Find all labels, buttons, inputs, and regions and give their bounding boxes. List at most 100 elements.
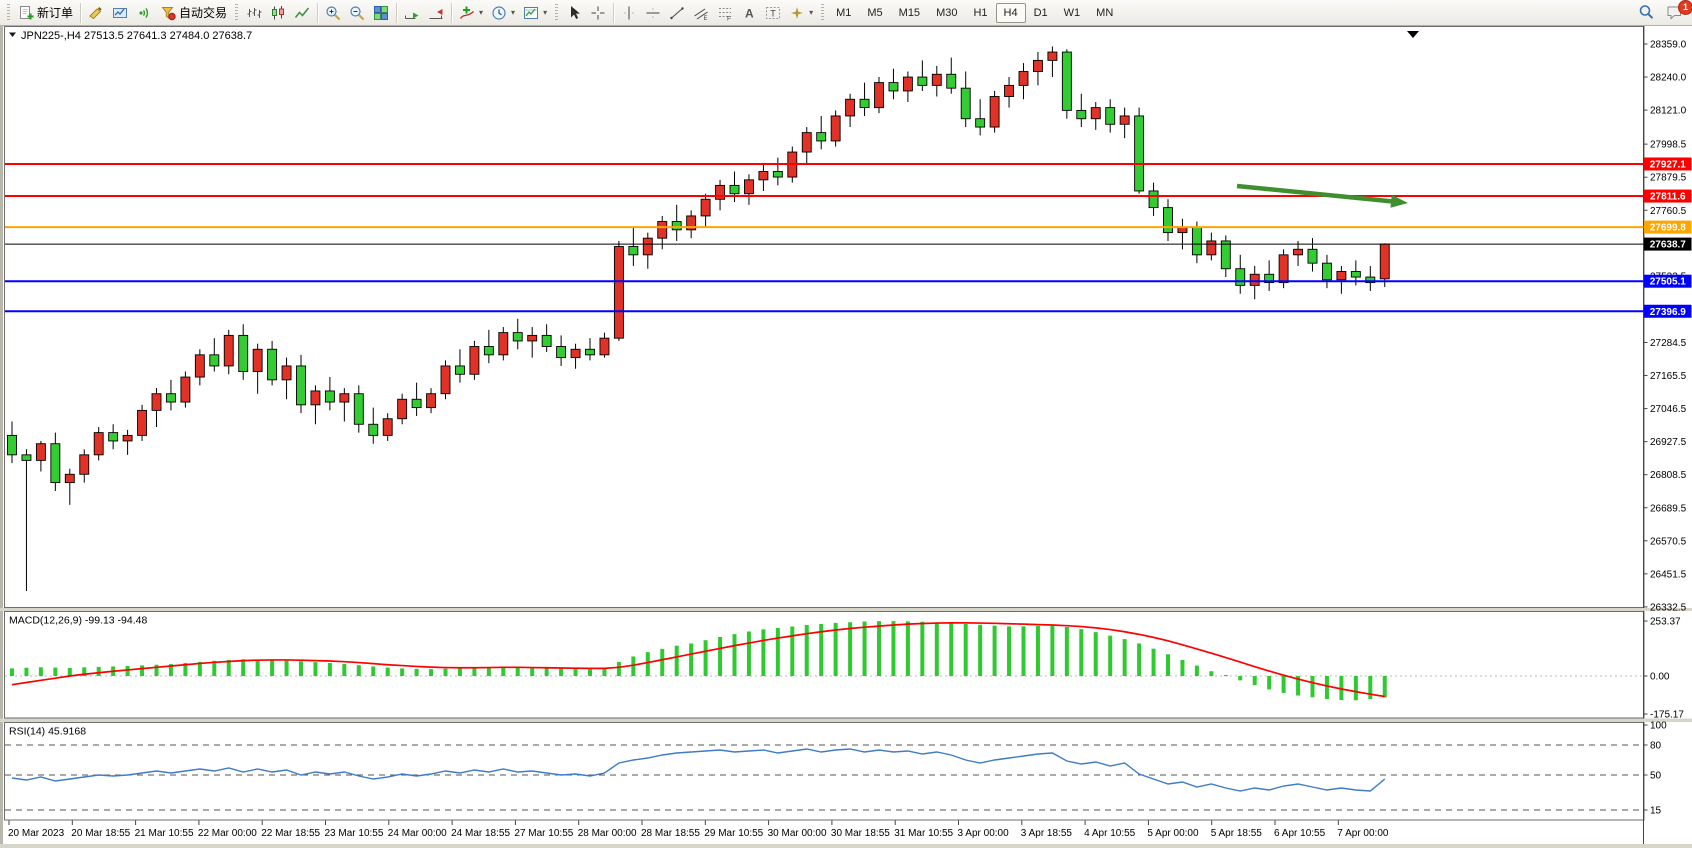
candle [165,379,176,411]
arrows-button[interactable]: ▾ [785,2,817,24]
zoom-out-button[interactable] [345,2,369,24]
candle [1148,182,1159,216]
candle-body [1206,240,1217,256]
auto-scroll-button[interactable] [400,2,424,24]
time-tick-label: 23 Mar 10:55 [325,828,384,839]
chat-button[interactable]: 1 [1659,0,1692,25]
candle-body [1336,271,1347,281]
fibonacci-button[interactable]: F [713,2,737,24]
time-tick-label: 27 Mar 10:55 [514,828,573,839]
text-icon: A [745,6,754,20]
price-tick-label: 26808.5 [1650,470,1687,481]
text-label-button[interactable]: T [761,2,785,24]
timeframe-m30[interactable]: M30 [928,3,965,23]
tile-windows-button[interactable] [369,2,393,24]
zoom-in-icon [326,5,341,20]
time-tick-label: 21 Mar 10:55 [135,828,194,839]
toolbar-grip[interactable] [821,3,825,22]
signals-button[interactable] [132,2,156,24]
chart-area[interactable]: 28359.0 28240.0 28121.0 27998.5 27879.5 27760… [0,26,1692,848]
candle [1235,254,1246,294]
trend-arrow-head[interactable] [1390,194,1408,208]
time-tick-label: 22 Mar 18:55 [261,828,320,839]
candle-body [1134,115,1145,192]
pane-splitter[interactable] [0,608,1692,611]
terminal-button[interactable] [108,2,132,24]
new-order-label: 新订单 [37,6,74,20]
autotrading-label: 自动交易 [179,6,228,20]
timeframe-h1[interactable]: H1 [965,3,995,23]
toolbar-grip[interactable] [555,3,559,22]
price-level-badge [1644,189,1692,203]
candle-body [859,98,870,109]
equidistant-channel-icon: E [694,8,708,21]
templates-icon [524,6,539,19]
bar-chart-button[interactable] [242,2,266,24]
crosshair-button[interactable] [586,2,610,24]
candle-body [455,365,465,375]
candle-body [1090,107,1101,120]
chart-title-expander[interactable] [9,32,16,38]
time-tick-label: 28 Mar 18:55 [641,828,700,839]
price-level-badge [1644,157,1692,171]
candle-body [1047,51,1058,61]
indicators-button[interactable]: ▾ [455,2,487,24]
candle-body [137,409,148,436]
cursor-icon [571,5,581,19]
price-level-badge-label: 27638.7 [1650,240,1687,251]
candle-body [772,171,783,178]
trendline-button[interactable] [665,2,689,24]
price-level-badge [1644,304,1692,318]
candlestick-button[interactable] [266,2,290,24]
zoom-in-button[interactable] [321,2,345,24]
dropdown-caret: ▾ [809,8,814,17]
candle [194,349,205,386]
periods-button[interactable]: ▾ [487,2,519,24]
rsi-pane[interactable] [4,722,1645,821]
candle-body [50,443,61,484]
tile-windows-icon [374,5,389,20]
candle-body [209,354,220,367]
cursor-button[interactable] [562,2,586,24]
candle [874,77,884,114]
toolbar-grip[interactable] [235,3,239,22]
timeframe-h4[interactable]: H4 [995,2,1026,23]
quick-nav-marker[interactable] [1407,31,1419,38]
candle [238,324,249,380]
timeframe-m5[interactable]: M5 [859,3,890,23]
templates-button[interactable]: ▾ [519,2,551,24]
timeframe-w1[interactable]: W1 [1056,3,1089,23]
window-left-edge [0,26,3,848]
line-chart-button[interactable] [290,2,314,24]
toolbar-grip[interactable] [7,3,10,22]
chart-shift-icon [429,8,443,19]
channel-button[interactable]: E [689,2,713,24]
trend-arrow-shaft[interactable] [1236,183,1395,204]
candle [845,93,856,128]
timeframe-mn[interactable]: MN [1088,3,1121,23]
horizontal-line-button[interactable] [641,2,665,24]
autotrading-button[interactable]: 自动交易 [156,2,231,24]
candle-body [989,96,1000,128]
price-tick-label: 26689.5 [1650,503,1687,514]
candle-body [960,87,971,120]
candle [1206,232,1217,261]
candle [541,324,552,353]
candle [613,240,624,341]
pane-splitter[interactable] [0,718,1692,723]
candle-body [1032,59,1043,72]
time-tick-label: 7 Apr 00:00 [1337,828,1389,839]
timeframe-m1[interactable]: M1 [828,3,859,23]
search-button[interactable] [1634,2,1659,24]
indicators-icon [459,6,474,19]
candle-body [946,73,957,89]
timeframe-m15[interactable]: M15 [891,3,928,23]
text-button[interactable]: A [737,2,761,24]
timeframe-d1[interactable]: D1 [1026,3,1056,23]
chart-shift-button[interactable] [424,2,448,24]
new-order-button[interactable]: 新订单 [14,2,77,24]
main-pane[interactable] [4,26,1645,608]
macd-pane[interactable] [4,611,1645,719]
vertical-line-button[interactable] [617,2,641,24]
styles-button[interactable] [84,2,108,24]
